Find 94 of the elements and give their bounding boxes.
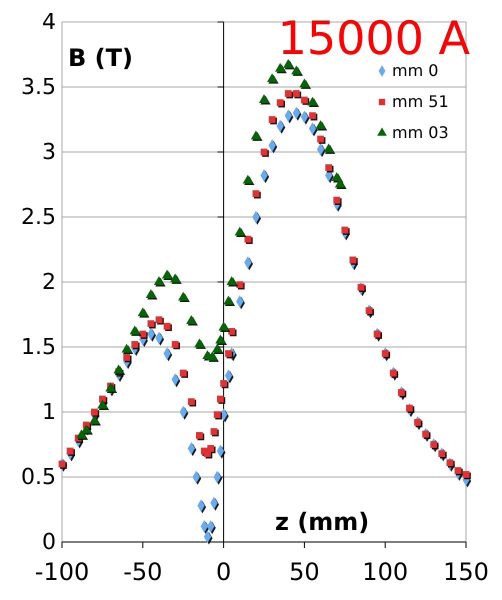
point [81,424,92,434]
point [462,471,470,478]
point [186,315,196,324]
point [220,380,227,387]
y-tick-label: 2.5 [21,205,56,230]
point [252,190,260,197]
point [97,400,108,408]
point [317,136,324,142]
y-tick-label: 0 [42,530,56,556]
legend-label: mm 03 [392,123,449,142]
x-tick-label: 150 [443,558,489,586]
point [113,364,124,374]
point [260,148,268,156]
point [89,415,100,424]
point [307,96,318,106]
point [284,90,292,97]
y-tick-label: 4 [42,10,56,36]
point [225,350,232,357]
x-tick-label: 0 [216,558,232,586]
point [207,445,214,452]
x-tick-label: -100 [34,558,90,586]
point [188,398,195,405]
point [131,341,138,348]
point [139,330,146,338]
point [315,120,326,129]
point [275,62,286,72]
point [210,428,218,435]
point [223,296,234,304]
point [228,328,236,335]
point [214,411,220,418]
y-tick-label: 0.5 [21,465,56,490]
point [268,116,276,123]
point [446,459,454,466]
point [148,320,154,327]
y-tick-label: 3 [42,140,56,166]
point [105,382,116,392]
point [162,270,172,278]
legend-label: mm 51 [392,92,449,111]
point [236,281,244,288]
point [332,172,342,181]
point [196,432,203,439]
point [170,274,180,282]
y-tick-label: 1 [42,400,56,426]
point [226,276,237,285]
point [390,370,397,376]
point [76,430,86,438]
x-tick-label: 100 [362,558,408,586]
point [180,370,187,376]
point [244,236,252,242]
x-tick-label: -50 [123,558,162,586]
y-tick-label: 1.5 [21,335,56,360]
y-tick-label: 2 [42,270,56,296]
point [301,96,308,104]
point [178,292,188,301]
point [130,326,140,334]
point [291,66,302,74]
point [122,344,132,353]
y-tick-label: 3.5 [21,75,56,100]
point [358,284,364,291]
point [333,196,340,204]
point [154,276,164,285]
point [276,99,284,106]
x-tick-label: 50 [289,558,320,586]
point [258,94,270,103]
point [430,441,438,448]
point [292,90,300,97]
point [242,174,253,184]
point [123,354,130,361]
point [146,289,156,298]
point [90,408,98,416]
point [207,352,218,360]
point [382,350,389,357]
x-axis-title: z (mm) [275,508,370,536]
point [341,226,348,234]
point [218,322,229,330]
y-axis-title: B (T) [68,44,133,72]
point [138,307,148,316]
point [438,450,446,457]
point [325,164,332,171]
point [212,344,222,353]
point [172,341,178,348]
point [194,338,204,348]
point [324,144,334,152]
point [215,334,226,344]
point [164,322,170,330]
point [58,460,66,468]
point [217,396,224,402]
point [156,316,162,324]
point [309,112,316,119]
point [234,226,245,236]
point [250,130,262,140]
point [299,78,310,88]
point [266,73,278,82]
point [283,59,294,68]
